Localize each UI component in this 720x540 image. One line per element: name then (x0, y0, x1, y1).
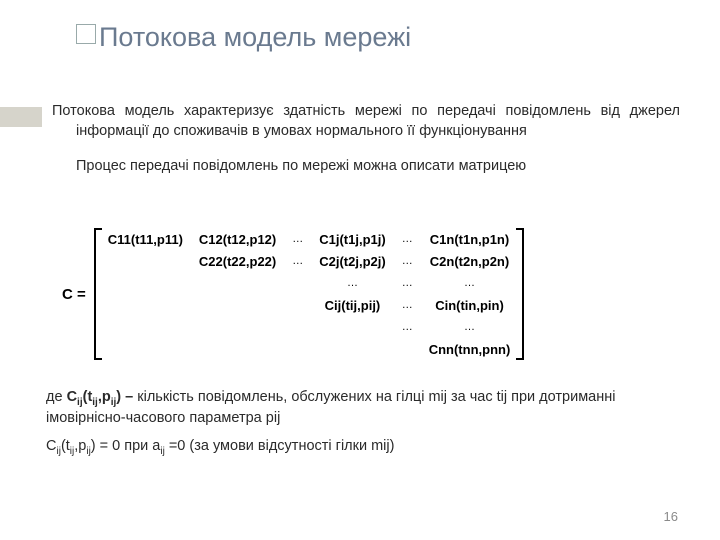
matrix-cell: … (284, 250, 311, 272)
matrix-cell: Cij(tij,pij) (311, 294, 393, 316)
matrix-row: …… (100, 316, 519, 338)
matrix-cell: … (394, 316, 421, 338)
matrix-cell: C2j(t2j,p2j) (311, 250, 393, 272)
matrix-cell (191, 272, 284, 294)
def-bold: Cij(tij,pij) – (67, 389, 138, 405)
title-area: Потокова модель мережі (0, 22, 720, 82)
matrix-cell: … (394, 250, 421, 272)
matrix-cell: C1n(t1n,p1n) (421, 228, 519, 250)
matrix-cell: C11(t11,p11) (100, 228, 191, 250)
matrix-cell: Cin(tin,pin) (421, 294, 519, 316)
matrix-cell (191, 316, 284, 338)
matrix-cell: C2n(t2n,p2n) (421, 250, 519, 272)
matrix-cell (100, 294, 191, 316)
matrix-cell: … (394, 272, 421, 294)
matrix-cell: … (394, 228, 421, 250)
matrix-cell (191, 338, 284, 360)
matrix-cell (284, 338, 311, 360)
matrix-cell: … (394, 294, 421, 316)
matrix-cell (284, 316, 311, 338)
matrix-row: C11(t11,p11)C12(t12,p12)…C1j(t1j,p1j)…C1… (100, 228, 519, 250)
matrix-cell (100, 316, 191, 338)
matrix-cell (311, 338, 393, 360)
matrix-table: C11(t11,p11)C12(t12,p12)…C1j(t1j,p1j)…C1… (100, 228, 519, 360)
matrix-cell (100, 338, 191, 360)
matrix-cell: Cnn(tnn,pnn) (421, 338, 519, 360)
condition-line: Cij(tij,pij) = 0 при aij =0 (за умови ві… (46, 437, 680, 458)
matrix-row: Cij(tij,pij)…Cin(tin,pin) (100, 294, 519, 316)
matrix-row: C22(t22,p22)…C2j(t2j,p2j)…C2n(t2n,p2n) (100, 250, 519, 272)
matrix-label: C = (62, 286, 86, 303)
paragraph-1: Потокова модель характеризує здатність м… (52, 102, 680, 141)
title-bullet-square (76, 24, 96, 44)
lower-text: де Cij(tij,pij) – кількість повідомлень,… (46, 388, 680, 466)
slide-title: Потокова модель мережі (99, 22, 411, 53)
matrix-cell: … (421, 272, 519, 294)
matrix-bracket-left (94, 228, 96, 360)
matrix-row: Cnn(tnn,pnn) (100, 338, 519, 360)
matrix-cell (284, 272, 311, 294)
def-pre: де (46, 389, 67, 405)
side-accent-bar (0, 107, 42, 127)
matrix-cell (311, 316, 393, 338)
matrix-cell: … (311, 272, 393, 294)
matrix-block: C = C11(t11,p11)C12(t12,p12)…C1j(t1j,p1j… (62, 228, 524, 360)
matrix-cell (191, 294, 284, 316)
matrix-cell: C1j(t1j,p1j) (311, 228, 393, 250)
matrix-bracket-right (522, 228, 524, 360)
matrix-cell (100, 272, 191, 294)
matrix-row: ……… (100, 272, 519, 294)
matrix-cell (100, 250, 191, 272)
body-text: Потокова модель характеризує здатність м… (52, 102, 680, 177)
matrix-cell (394, 338, 421, 360)
matrix-cell (284, 294, 311, 316)
matrix-cell: C12(t12,p12) (191, 228, 284, 250)
matrix-cell: C22(t22,p22) (191, 250, 284, 272)
definition-line: де Cij(tij,pij) – кількість повідомлень,… (46, 388, 680, 429)
paragraph-2: Процес передачі повідомлень по мережі мо… (52, 157, 680, 177)
matrix-cell: … (284, 228, 311, 250)
matrix-cell: … (421, 316, 519, 338)
page-number: 16 (664, 509, 678, 524)
